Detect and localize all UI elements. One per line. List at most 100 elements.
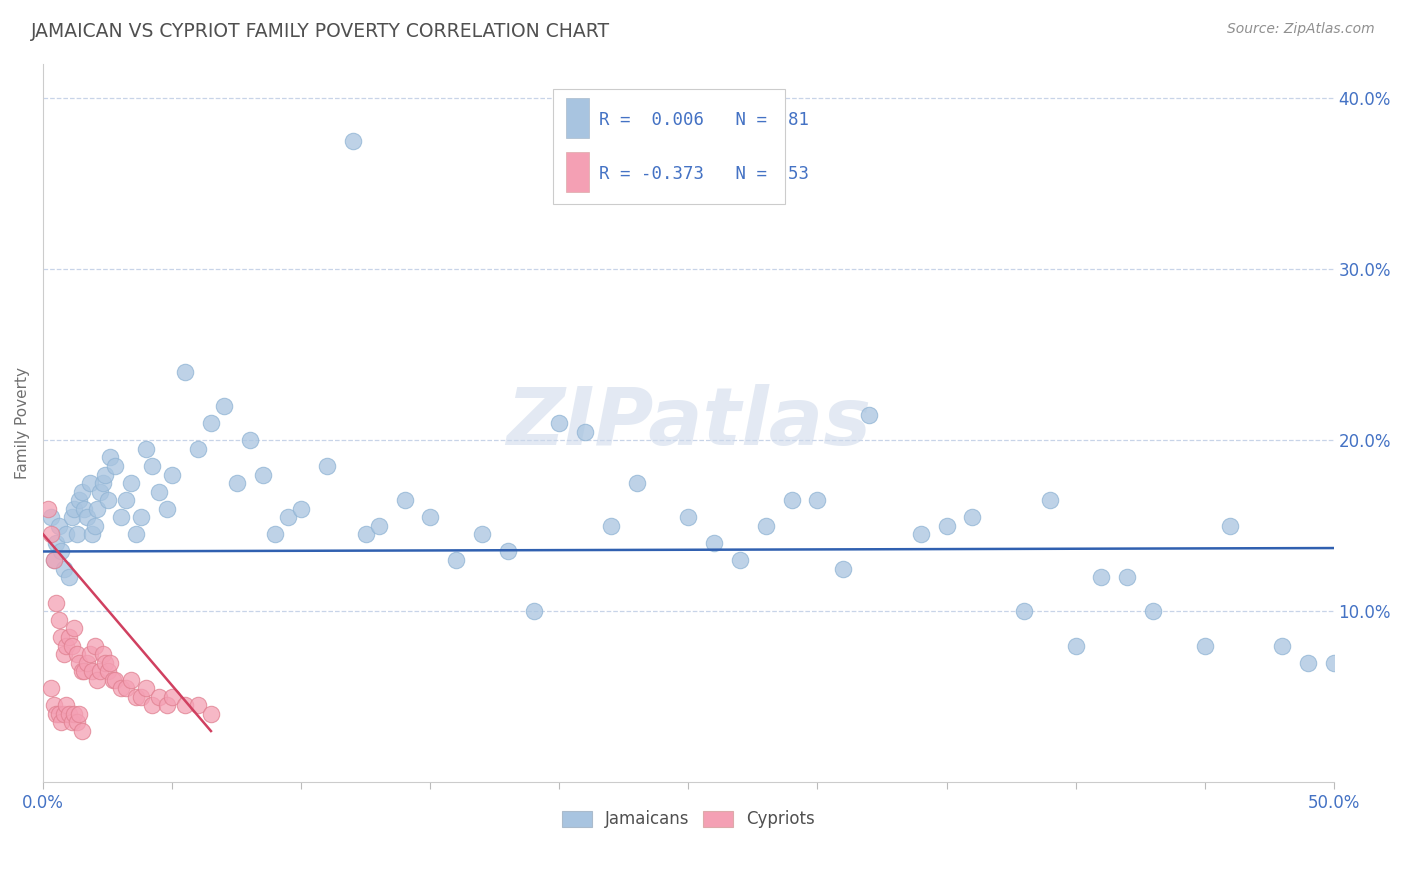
Point [63,501,86,516]
Point [89,664,111,678]
Point [110,681,132,696]
Point [910,527,932,541]
Point [806,493,828,508]
Point [626,476,648,491]
Text: JAMAICAN VS CYPRIOT FAMILY POVERTY CORRELATION CHART: JAMAICAN VS CYPRIOT FAMILY POVERTY CORRE… [31,22,610,41]
Point [141,458,163,473]
Y-axis label: Family Poverty: Family Poverty [15,368,30,479]
Point [156,501,179,516]
Point [755,518,778,533]
Point [354,527,377,541]
Point [76,510,98,524]
Text: Source: ZipAtlas.com: Source: ZipAtlas.com [1227,22,1375,37]
Point [728,553,751,567]
Point [58,630,80,644]
Point [522,604,544,618]
Point [79,647,101,661]
Point [83,639,105,653]
Point [174,365,197,379]
Point [52,561,75,575]
Point [66,527,89,541]
Point [60,510,83,524]
Point [394,493,416,508]
Point [1219,518,1241,533]
Point [135,681,157,696]
Point [174,698,197,713]
Point [120,673,142,687]
Point [39,510,62,524]
Point [252,467,274,482]
Point [277,510,299,524]
Point [1039,493,1062,508]
Point [39,527,62,541]
Point [94,467,117,482]
Text: ZIPatlas: ZIPatlas [506,384,870,462]
Point [89,484,111,499]
Point [66,647,89,661]
Point [148,690,170,704]
Point [86,673,108,687]
Point [73,664,96,678]
Point [79,476,101,491]
Point [600,518,623,533]
Point [48,518,70,533]
Point [91,476,114,491]
Point [1012,604,1035,618]
Point [135,442,157,456]
Point [97,493,120,508]
Point [548,416,571,430]
Point [63,622,86,636]
Point [55,639,77,653]
Point [73,501,96,516]
Point [67,706,90,721]
Text: R =  0.006   N =  81: R = 0.006 N = 81 [599,111,810,128]
Point [162,690,184,704]
Point [97,664,120,678]
Point [42,698,65,713]
Point [70,484,93,499]
Point [200,706,222,721]
Point [1271,639,1294,653]
Point [55,698,77,713]
Point [1194,639,1216,653]
FancyBboxPatch shape [565,98,589,137]
Point [114,681,136,696]
Point [83,518,105,533]
FancyBboxPatch shape [565,152,589,192]
Point [51,715,73,730]
Point [156,698,179,713]
Point [471,527,494,541]
Point [574,425,596,439]
Point [780,493,803,508]
Point [1296,656,1319,670]
Point [212,399,235,413]
Point [39,681,62,696]
Point [45,706,67,721]
Point [1323,656,1346,670]
Point [42,553,65,567]
Point [104,458,127,473]
Point [1064,639,1087,653]
Legend: Jamaicans, Cypriots: Jamaicans, Cypriots [555,804,821,835]
Point [98,656,121,670]
Point [678,510,700,524]
Point [141,698,163,713]
Point [239,434,262,448]
Point [935,518,957,533]
Point [129,690,152,704]
Point [129,510,152,524]
Point [98,450,121,465]
Point [60,639,83,653]
Point [187,698,209,713]
Text: R = -0.373   N =  53: R = -0.373 N = 53 [599,165,810,183]
Point [70,724,93,739]
Point [60,715,83,730]
Point [67,493,90,508]
Point [42,553,65,567]
Point [45,596,67,610]
Point [342,134,364,148]
FancyBboxPatch shape [553,89,785,204]
Point [444,553,467,567]
Point [832,561,855,575]
Point [1090,570,1112,584]
